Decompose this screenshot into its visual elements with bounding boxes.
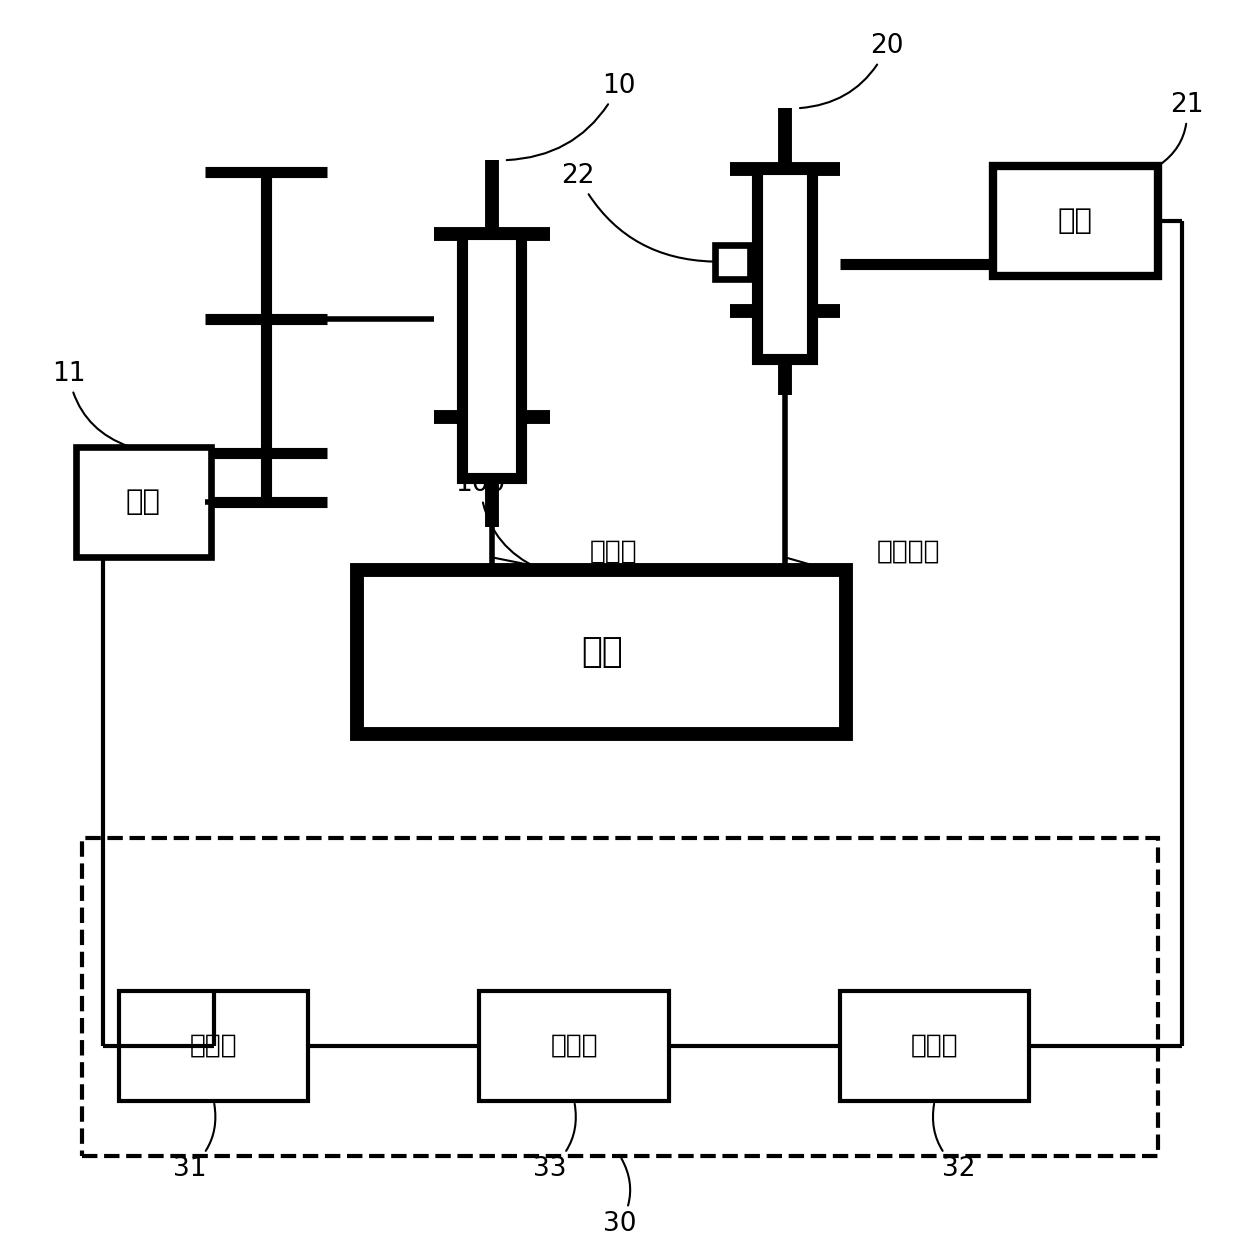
Text: 驱动器: 驱动器 bbox=[190, 1033, 238, 1059]
Text: 100: 100 bbox=[455, 472, 538, 568]
Bar bbox=[119, 992, 309, 1101]
Text: 电机: 电机 bbox=[126, 488, 161, 516]
Bar bbox=[993, 166, 1158, 277]
Text: 10: 10 bbox=[507, 73, 635, 160]
Bar bbox=[77, 447, 211, 557]
Text: 11: 11 bbox=[52, 361, 129, 447]
Text: 供电电缆: 供电电缆 bbox=[877, 539, 940, 565]
Bar bbox=[82, 839, 1158, 1155]
Text: 控制器: 控制器 bbox=[551, 1033, 598, 1059]
Text: 21: 21 bbox=[1159, 92, 1203, 165]
Text: 33: 33 bbox=[533, 1103, 575, 1181]
Bar bbox=[480, 992, 668, 1101]
Bar bbox=[715, 244, 749, 279]
Bar bbox=[758, 169, 812, 359]
Text: 钢丝绳: 钢丝绳 bbox=[589, 539, 637, 565]
Text: 30: 30 bbox=[603, 1158, 637, 1237]
Text: 车位: 车位 bbox=[580, 635, 622, 669]
Text: 22: 22 bbox=[562, 163, 713, 262]
Text: 32: 32 bbox=[932, 1103, 976, 1181]
Bar bbox=[839, 992, 1029, 1101]
Text: 20: 20 bbox=[800, 34, 904, 108]
Text: 31: 31 bbox=[172, 1103, 216, 1181]
Bar bbox=[357, 570, 846, 735]
Text: 驱动器: 驱动器 bbox=[911, 1033, 959, 1059]
Bar bbox=[463, 233, 521, 478]
Text: 电机: 电机 bbox=[1058, 207, 1092, 236]
